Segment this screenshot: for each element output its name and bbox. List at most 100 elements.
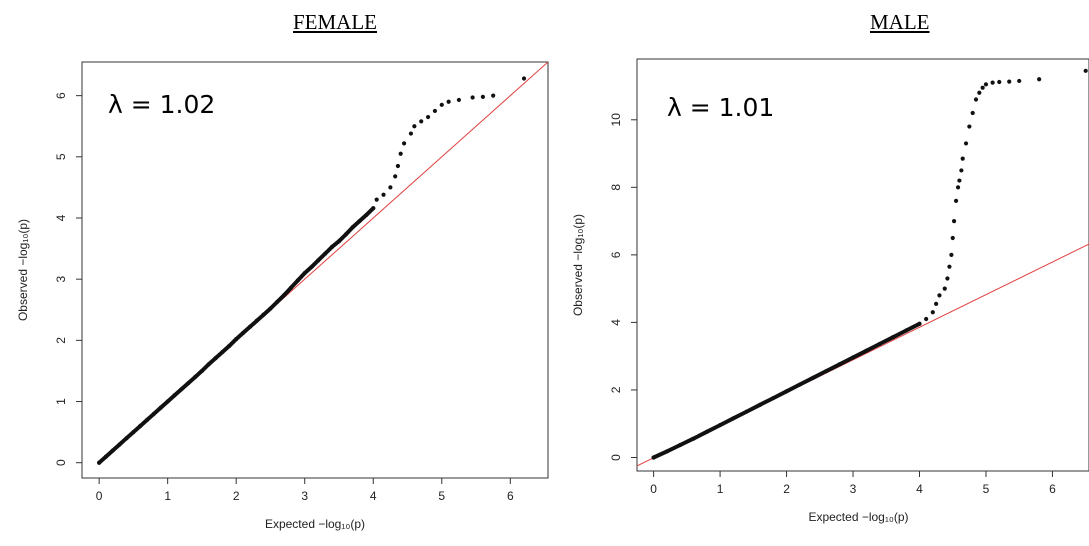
female-data-point (419, 119, 424, 124)
female-x-tick-label: 0 (96, 489, 103, 503)
female-data-point (145, 417, 150, 422)
male-data-point (960, 156, 965, 161)
male-data-point (980, 85, 985, 90)
male-data-point (1083, 68, 1088, 73)
female-y-tick-label: 2 (54, 337, 68, 344)
female-data-point (350, 225, 355, 230)
male-panel-title: MALE (870, 10, 930, 34)
female-data-point (103, 454, 109, 459)
female-data-point (408, 131, 414, 136)
female-data-point (240, 330, 246, 336)
female-plot-frame (81, 61, 549, 479)
male-data-point (890, 335, 896, 340)
female-data-point (357, 218, 362, 224)
female-data-point (381, 192, 386, 197)
male-data-point (983, 82, 989, 87)
female-panel-title: FEMALE (293, 10, 377, 34)
male-y-tick-label: 8 (609, 184, 623, 191)
female-data-point (401, 141, 407, 146)
male-data-point (917, 321, 922, 326)
male-data-point (691, 436, 696, 441)
male-x-tick-label: 2 (783, 482, 790, 496)
male-data-point (784, 389, 789, 394)
female-data-point (395, 163, 401, 169)
female-data-point (470, 95, 475, 100)
female-data-point (138, 423, 143, 429)
male-x-tick-label: 5 (983, 482, 990, 496)
female-data-point (220, 349, 225, 355)
female-y-tick-label: 3 (54, 276, 68, 283)
female-data-point (192, 374, 198, 380)
male-data-point (717, 422, 723, 428)
male-data-point (824, 368, 829, 374)
female-data-point (151, 411, 157, 416)
female-data-point (316, 258, 321, 263)
female-y-tick-label: 4 (54, 214, 68, 221)
male-data-point (864, 348, 869, 353)
male-plot-frame (636, 58, 1089, 472)
male-data-point (924, 316, 929, 322)
male-data-point (970, 110, 975, 116)
female-lambda-annotation: λ = 1.02 (108, 90, 215, 119)
male-data-point (967, 124, 972, 129)
male-data-point (664, 449, 670, 454)
female-data-point (521, 76, 527, 81)
female-data-point (172, 393, 177, 398)
male-data-point (704, 429, 709, 434)
male-data-point (942, 286, 947, 291)
female-data-point (456, 97, 462, 103)
male-data-point (955, 185, 961, 190)
male-data-point (797, 382, 802, 387)
female-data-point (309, 264, 314, 270)
male-data-point (850, 355, 856, 360)
male-data-point (1007, 79, 1012, 84)
male-y-tick-label: 4 (609, 319, 623, 326)
female-data-point (97, 460, 102, 465)
male-data-point (651, 455, 656, 460)
female-data-point (158, 405, 163, 410)
female-data-point (491, 93, 496, 98)
female-data-point (323, 251, 328, 256)
male-data-point (904, 328, 909, 333)
male-data-point (977, 90, 982, 95)
male-data-point (973, 97, 979, 102)
female-data-point (247, 324, 252, 329)
female-y-tick-label: 5 (54, 153, 68, 160)
male-data-point (963, 141, 969, 146)
male-data-point (731, 416, 736, 421)
male-data-point (877, 341, 882, 347)
female-data-point (330, 244, 335, 249)
female-data-point (179, 387, 184, 392)
female-data-point (234, 337, 239, 342)
female-data-point (165, 399, 170, 404)
female-data-point (425, 114, 431, 120)
female-data-point (480, 94, 485, 99)
female-data-point (227, 343, 232, 348)
female-data-point (282, 292, 287, 298)
female-y-tick-label: 0 (54, 459, 68, 466)
female-data-point (110, 448, 115, 453)
female-x-tick-label: 5 (438, 489, 445, 503)
male-x-tick-label: 3 (850, 482, 857, 496)
female-x-tick-label: 2 (233, 489, 240, 503)
female-x-axis-title: Expected −log₁₀(p) (265, 517, 365, 531)
female-x-tick-label: 6 (507, 489, 514, 503)
female-y-axis-title: Observed −log₁₀(p) (16, 219, 30, 321)
female-data-point (254, 318, 259, 323)
female-data-point (446, 99, 451, 104)
male-data-point (950, 235, 955, 241)
male-x-tick-label: 1 (717, 482, 724, 496)
female-data-point (186, 381, 191, 386)
male-y-tick-label: 10 (609, 113, 623, 127)
male-y-tick-label: 2 (609, 386, 623, 393)
female-data-point (302, 270, 307, 276)
female-x-tick-label: 4 (370, 489, 377, 503)
female-data-point (117, 442, 122, 447)
female-data-point (439, 102, 444, 107)
male-data-point (678, 442, 683, 448)
female-data-point (343, 232, 348, 237)
female-data-point (199, 368, 205, 374)
male-data-point (990, 80, 995, 85)
female-data-point (374, 197, 379, 202)
